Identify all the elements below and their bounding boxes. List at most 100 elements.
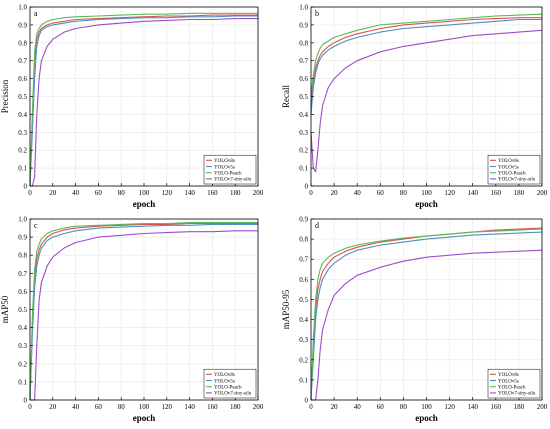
x-tick-label: 80 [118, 189, 126, 197]
legend-label: YOLO-Peach [214, 386, 242, 391]
legend-box [487, 154, 541, 185]
legend-box [203, 154, 257, 185]
y-tick-label: 0.3 [18, 129, 27, 137]
series-line-yolov5s [310, 231, 543, 401]
series-line-yolov8s [310, 17, 542, 106]
x-tick-label: 160 [207, 189, 218, 197]
chart-panel-d: 0 20 40 60 80 100 120 140 160 180 200 0 0.1 0.2 0.3 0.4… [281, 216, 548, 424]
x-tick-label: 140 [184, 189, 195, 197]
x-tick-label: 0 [28, 189, 32, 197]
x-tick-label: 40 [72, 189, 80, 197]
y-tick-label: 0.8 [18, 39, 27, 47]
chart-panel-c: 0 20 40 60 80 100 120 140 160 180 200 0 0.1 0.2 0.3 0.4… [0, 216, 264, 424]
legend-label: YOLOv5s [214, 165, 235, 170]
y-tick-label: 0 [24, 397, 28, 405]
series-line-yolov5s [310, 18, 542, 115]
y-tick-label: 1.0 [18, 4, 27, 12]
x-tick-label: 120 [162, 403, 173, 411]
y-tick-label: 0.3 [299, 129, 308, 137]
y-tick-label: 0 [305, 183, 309, 191]
y-tick-label: 0.6 [18, 288, 27, 296]
series-line-yolov5s [29, 15, 258, 187]
x-tick-label: 120 [444, 403, 455, 411]
x-tick-label: 100 [139, 403, 150, 411]
x-tick-label: 80 [118, 403, 126, 411]
panel-label: a [34, 9, 38, 18]
x-tick-label: 100 [421, 189, 432, 197]
series-line-yolo-peach [29, 222, 258, 401]
x-tick-label: 60 [377, 403, 385, 411]
x-tick-label: 80 [400, 403, 408, 411]
y-tick-label: 0.7 [18, 57, 27, 65]
y-axis-label: Recall [281, 85, 291, 108]
y-tick-label: 0.4 [18, 111, 27, 119]
legend-label: YOLOv5s [214, 379, 235, 384]
y-tick-label: 0.3 [18, 342, 27, 350]
x-axis-label: epoch [133, 413, 156, 423]
x-tick-label: 0 [309, 403, 313, 411]
y-tick-label: 0.8 [18, 252, 27, 260]
y-tick-label: 1.0 [299, 4, 308, 12]
x-tick-label: 40 [354, 189, 362, 197]
y-tick-label: 0.5 [18, 93, 27, 101]
legend-box [487, 368, 541, 399]
y-tick-label: 0.1 [18, 165, 27, 173]
series-line-yolo-peach [310, 13, 543, 97]
y-tick-label: 0.4 [18, 324, 27, 332]
y-tick-label: 0.6 [18, 75, 27, 83]
y-tick-label: 0.2 [299, 356, 308, 364]
y-axis-label: mAP50 [0, 295, 10, 323]
x-tick-label: 140 [467, 189, 478, 197]
legend-label: YOLOv5s [498, 165, 519, 170]
x-tick-label: 140 [467, 403, 478, 411]
y-tick-label: 0.7 [18, 270, 27, 278]
y-tick-label: 0 [305, 397, 309, 405]
legend-label: YOLOv8s [498, 373, 519, 378]
y-tick-label: 0.2 [18, 360, 27, 368]
y-tick-label: 0.6 [299, 276, 308, 284]
panel-label: c [34, 221, 38, 230]
x-tick-label: 200 [537, 189, 548, 197]
y-tick-label: 0.1 [299, 376, 308, 384]
x-tick-label: 60 [95, 403, 103, 411]
legend-label: YOLOv7-tiny-silu [498, 392, 536, 397]
x-tick-label: 160 [207, 403, 218, 411]
y-tick-label: 0.7 [299, 256, 308, 264]
y-tick-label: 0.1 [299, 165, 308, 173]
x-tick-label: 20 [331, 189, 339, 197]
x-tick-label: 120 [162, 189, 173, 197]
x-tick-label: 60 [95, 189, 103, 197]
x-tick-label: 100 [421, 403, 432, 411]
y-axis-label: mAP50-95 [281, 289, 291, 329]
y-tick-label: 0 [24, 183, 28, 191]
y-tick-label: 0.9 [18, 234, 27, 242]
x-tick-label: 20 [331, 403, 339, 411]
y-tick-label: 0.5 [18, 306, 27, 314]
series-line-yolov7-tiny-silu [311, 249, 543, 401]
y-tick-label: 0.5 [299, 296, 308, 304]
x-tick-label: 200 [253, 189, 264, 197]
legend-label: YOLOv8s [498, 159, 519, 164]
x-tick-label: 180 [514, 189, 525, 197]
legend-label: YOLOv8s [214, 373, 235, 378]
x-tick-label: 60 [377, 189, 385, 197]
x-tick-label: 180 [230, 403, 241, 411]
panel-label: b [315, 9, 319, 18]
series-line-yolov7-tiny-silu [30, 230, 258, 401]
y-tick-label: 0.1 [18, 378, 27, 386]
x-tick-label: 180 [514, 403, 525, 411]
x-tick-label: 200 [253, 403, 264, 411]
x-tick-label: 100 [139, 189, 150, 197]
legend-label: YOLOv7-tiny-silu [214, 392, 252, 397]
panel-label: d [315, 221, 319, 230]
series-line-yolov7-tiny-silu [310, 29, 543, 173]
y-tick-label: 0.4 [299, 316, 308, 324]
y-tick-label: 0.5 [299, 93, 308, 101]
series-line-yolo-peach [29, 12, 258, 187]
y-tick-label: 0.9 [18, 21, 27, 29]
y-tick-label: 0.8 [299, 39, 308, 47]
